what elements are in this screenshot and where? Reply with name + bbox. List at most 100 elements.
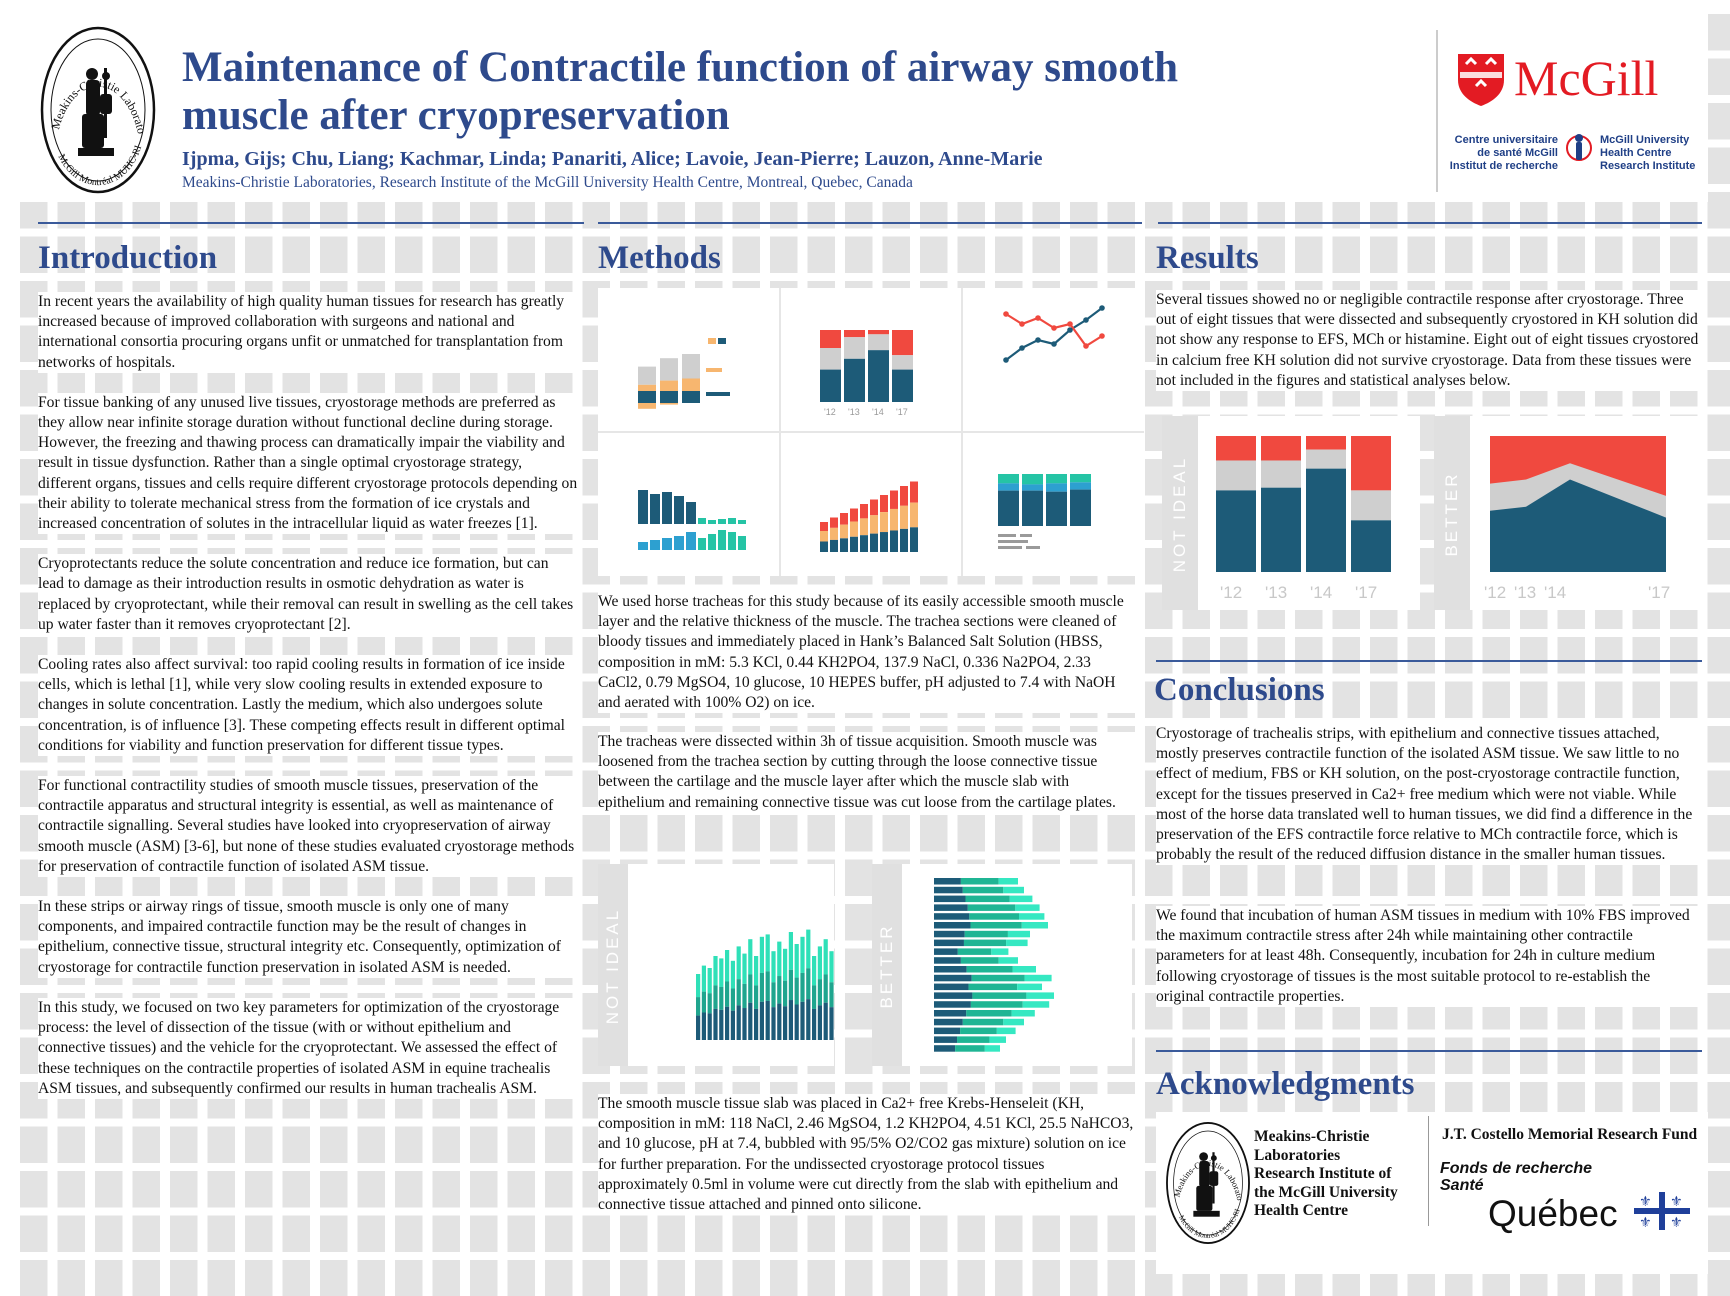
mini-bar-blue [686, 532, 696, 550]
mini-bar-dark [820, 541, 828, 552]
grid-tile [845, 236, 873, 273]
methods-bar-light [754, 956, 759, 986]
grid-tile [245, 1215, 273, 1252]
grid-tile [1707, 1260, 1730, 1296]
mini-bar-teal [698, 518, 706, 524]
results-tick-label: '13 [1265, 583, 1287, 602]
mini-legend-line [706, 368, 722, 372]
grid-tile [770, 1260, 798, 1296]
grid-tile [1445, 637, 1473, 674]
mini-bar-orange [890, 508, 898, 531]
results-bar-dark [1216, 490, 1256, 572]
mini-bar-red [844, 330, 865, 338]
grid-tile [1707, 548, 1730, 585]
methods-paragraph-1: We used horse tracheas for this study be… [598, 592, 1138, 714]
methods-bar-mid [777, 976, 782, 1004]
methods-bar-light [742, 953, 747, 984]
grid-tile [620, 1260, 648, 1296]
grid-tile [432, 1171, 460, 1208]
mini-bar-red [870, 499, 878, 516]
methods-hbar-light [1011, 1010, 1035, 1017]
grid-tile [132, 1215, 160, 1252]
mini-point-red [1003, 311, 1009, 317]
grid-tile [1707, 236, 1730, 273]
methods-hbar-mid [969, 913, 1020, 920]
grid-tile [1182, 681, 1210, 718]
methods-bar-light [759, 936, 764, 973]
methods-bar-mid [748, 974, 753, 1003]
methods-hbar-dark [934, 1018, 963, 1026]
mini-bar-orange [880, 512, 888, 533]
mini-tick-label: '17 [896, 407, 908, 417]
methods-hbar-mid [966, 966, 1013, 973]
methods-bar-mid [823, 974, 828, 1003]
quebec-flag-icon: ⚜ ⚜ ⚜ ⚜ [1634, 1192, 1690, 1230]
mini-bar-teal [728, 518, 736, 524]
mini-bar-dark [860, 535, 868, 552]
intro-paragraph: Cryoprotectants reduce the solute concen… [38, 554, 578, 636]
grid-tile [207, 236, 235, 273]
mini-bar-dark [910, 527, 918, 552]
results-bar-red [1351, 436, 1391, 491]
mini-point-red [1035, 315, 1041, 321]
methods-bar-dark [707, 1013, 712, 1040]
mini-point-dark [1035, 337, 1041, 343]
methods-hbar-dark [934, 983, 969, 991]
mini-bar-blue [1070, 482, 1091, 490]
grid-tile [1707, 325, 1730, 362]
grid-tile [320, 1126, 348, 1163]
mini-bar-blue [638, 542, 648, 550]
mini-tick-label: '12 [824, 407, 836, 417]
grid-tile [1220, 236, 1248, 273]
methods-hbar-mid [955, 1045, 985, 1052]
grid-tile [1257, 236, 1285, 273]
mini-bar-grey [682, 354, 700, 379]
mini-legend-line [1020, 534, 1032, 537]
methods-bar-mid [736, 979, 741, 1006]
methods-hbar-light [1026, 992, 1054, 999]
grid-tile [1707, 14, 1730, 51]
grid-tile [1707, 414, 1730, 451]
methods-chart-better: BETTER [872, 864, 1132, 1066]
methods-bar-dark [759, 1001, 764, 1040]
grid-tile [1707, 1126, 1730, 1163]
mini-bar-grey [820, 348, 841, 370]
grid-tile [995, 815, 1023, 852]
grid-tile [845, 815, 873, 852]
mini-bar-red [880, 495, 888, 513]
methods-hbar-dark [934, 904, 968, 911]
grid-tile [1295, 637, 1323, 674]
grid-tile [1370, 859, 1398, 896]
grid-tile [1445, 1037, 1473, 1074]
methods-hbar-mid [963, 939, 1007, 947]
results-bar-grey [1351, 490, 1391, 521]
methods-hbar-mid [965, 895, 1010, 903]
results-better-label: BETTER [1442, 471, 1461, 557]
grid-tile [1145, 1037, 1173, 1074]
grid-tile [1257, 859, 1285, 896]
mini-bar-dark [682, 391, 700, 403]
grid-tile [1482, 681, 1510, 718]
grid-tile [995, 1260, 1023, 1296]
mini-bar-red [840, 513, 848, 525]
introduction-body: In recent years the availability of high… [38, 292, 578, 1099]
grid-tile [582, 815, 610, 852]
mini-bar-grey [892, 355, 913, 370]
methods-bar-light [719, 958, 724, 987]
mini-bar-dark [840, 538, 848, 552]
grid-tile [1295, 681, 1323, 718]
grid-tile [132, 1126, 160, 1163]
methods-hbar-dark [934, 922, 971, 929]
methods-bar-mid [771, 982, 776, 1008]
grid-tile [1220, 637, 1248, 674]
results-tick-label: '12 [1220, 583, 1242, 602]
mini-bar-dark [844, 358, 865, 402]
methods-hbar-mid [962, 1018, 1004, 1026]
mini-point-dark [1067, 327, 1073, 333]
svg-text:⚜: ⚜ [1670, 1215, 1683, 1230]
grid-tile [545, 1260, 573, 1296]
methods-hbar-mid [957, 1036, 990, 1043]
grid-tile [57, 1215, 85, 1252]
grid-tile [470, 1126, 498, 1163]
grid-tile [320, 1215, 348, 1252]
